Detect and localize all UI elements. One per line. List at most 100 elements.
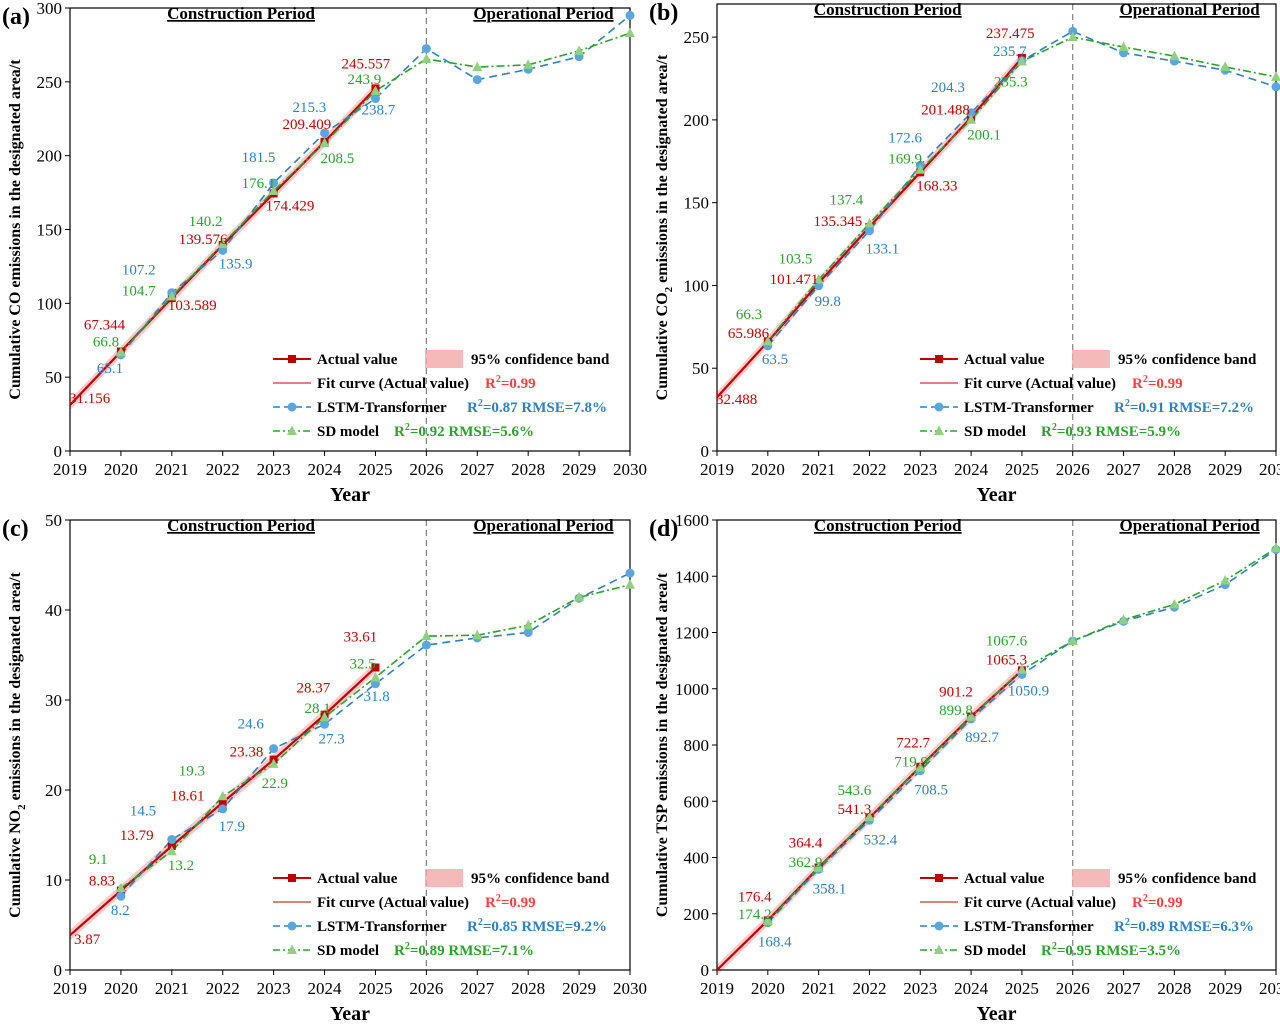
sd-point [625, 579, 635, 589]
data-label-actual: 722.7 [896, 736, 930, 752]
x-tick-label: 2030 [1259, 979, 1280, 998]
construction-period-label: Construction Period [814, 0, 962, 19]
x-tick-label: 2022 [852, 460, 886, 479]
panel-label: (b) [649, 0, 678, 26]
data-label-sd: 28.1 [305, 701, 331, 717]
x-tick-label: 2024 [308, 979, 343, 998]
y-tick-label: 200 [37, 147, 63, 166]
y-axis-title: Cumulative TSP emissions in the designat… [654, 572, 671, 917]
data-label-actual: 364.4 [789, 836, 823, 852]
data-label-lstm: 8.2 [111, 903, 130, 919]
series-line-lstm [121, 573, 630, 896]
data-label-actual: 23.38 [230, 745, 264, 761]
x-tick-label: 2028 [1157, 979, 1191, 998]
sd-point [1169, 599, 1179, 609]
data-label-lstm: 238.7 [361, 103, 395, 119]
y-tick-label: 50 [692, 359, 709, 378]
legend-lstm-stats: R2=0.87 RMSE=7.8% [467, 398, 607, 416]
data-label-lstm: 27.3 [319, 731, 345, 747]
legend-sd-text: SD model [317, 943, 379, 959]
data-label-actual: 209.409 [283, 117, 332, 133]
data-label-sd: 208.5 [321, 151, 355, 167]
y-tick-label: 50 [45, 511, 62, 530]
x-tick-label: 2029 [562, 460, 596, 479]
x-tick-label: 2019 [53, 460, 87, 479]
legend-lstm-stats: R2=0.85 RMSE=9.2% [467, 917, 607, 935]
x-tick-label: 2024 [954, 460, 989, 479]
data-label-actual: 32.488 [716, 392, 757, 408]
y-tick-label: 40 [45, 601, 62, 620]
legend-sd-text: SD model [317, 424, 379, 440]
legend-band-swatch [1072, 869, 1110, 887]
data-label-lstm: 133.1 [865, 242, 899, 258]
data-label-lstm: 168.4 [758, 935, 792, 951]
data-label-sd: 1067.6 [986, 634, 1028, 650]
data-label-actual: 13.79 [120, 828, 154, 844]
lstm-point [422, 641, 431, 650]
x-tick-label: 2024 [308, 460, 343, 479]
data-label-actual: 237.475 [986, 26, 1035, 42]
legend-lstm-text: LSTM-Transformer [964, 400, 1094, 416]
lstm-point [626, 11, 635, 20]
y-tick-label: 1400 [675, 567, 709, 586]
x-tick-label: 2020 [751, 979, 785, 998]
legend-actual-text: Actual value [317, 871, 398, 887]
x-tick-label: 2026 [409, 979, 443, 998]
lstm-point [524, 628, 533, 637]
x-tick-label: 2026 [1056, 979, 1090, 998]
data-label-lstm: 31.8 [363, 689, 389, 705]
y-tick-label: 0 [54, 442, 63, 461]
data-label-lstm: 235.7 [993, 44, 1027, 60]
y-tick-label: 30 [45, 691, 62, 710]
construction-period-label: Construction Period [814, 516, 962, 535]
data-label-actual: 168.33 [916, 178, 957, 194]
y-tick-label: 300 [37, 0, 63, 18]
y-axis-title-main: Cumulative CO [654, 292, 671, 400]
y-tick-label: 250 [37, 73, 63, 92]
x-tick-label: 2029 [1208, 979, 1242, 998]
x-tick-label: 2027 [460, 979, 495, 998]
series-line-sd [768, 548, 1276, 921]
data-label-actual: 174.429 [266, 198, 315, 214]
y-tick-label: 0 [701, 442, 710, 461]
x-tick-label: 2025 [358, 979, 392, 998]
x-axis-title: Year [330, 484, 370, 506]
y-tick-label: 800 [684, 736, 710, 755]
legend-fit-r2: R2=0.99 [485, 893, 536, 911]
legend-band-text: 95% confidence band [1118, 871, 1257, 887]
y-tick-label: 100 [684, 276, 710, 295]
legend-actual-marker [288, 355, 296, 363]
y-tick-label: 1600 [675, 511, 709, 530]
legend-lstm-marker [935, 922, 944, 931]
y-tick-label: 0 [54, 961, 63, 980]
legend-fit-r2: R2=0.99 [485, 374, 536, 392]
sd-point [421, 53, 431, 63]
legend-fit-text: Fit curve (Actual value) [964, 895, 1116, 911]
x-tick-label: 2022 [206, 460, 240, 479]
x-tick-label: 2021 [155, 979, 189, 998]
x-tick-label: 2027 [1107, 979, 1142, 998]
operational-period-label: Operational Period [1119, 0, 1260, 19]
x-tick-label: 2028 [511, 460, 545, 479]
sd-point [1220, 61, 1230, 71]
y-axis-title-rest: emissions in the designated area/t [7, 572, 24, 805]
data-label-lstm: 107.2 [122, 263, 156, 279]
y-axis-title-main: Cumulative CO emissions in the designate… [7, 59, 24, 400]
legend-fit-r2: R2=0.99 [1132, 374, 1183, 392]
x-tick-label: 2021 [802, 979, 836, 998]
legend-lstm-marker [288, 403, 297, 412]
panel-label: (a) [2, 4, 30, 30]
lstm-point [473, 75, 482, 84]
legend-fit-r2: R2=0.99 [1132, 893, 1183, 911]
x-axis-title: Year [330, 1003, 370, 1023]
data-label-lstm: 708.5 [914, 783, 948, 799]
y-tick-label: 0 [701, 961, 710, 980]
data-label-sd: 104.7 [122, 283, 156, 299]
data-label-lstm: 1050.9 [1008, 683, 1049, 699]
data-label-sd: 9.1 [89, 852, 108, 868]
